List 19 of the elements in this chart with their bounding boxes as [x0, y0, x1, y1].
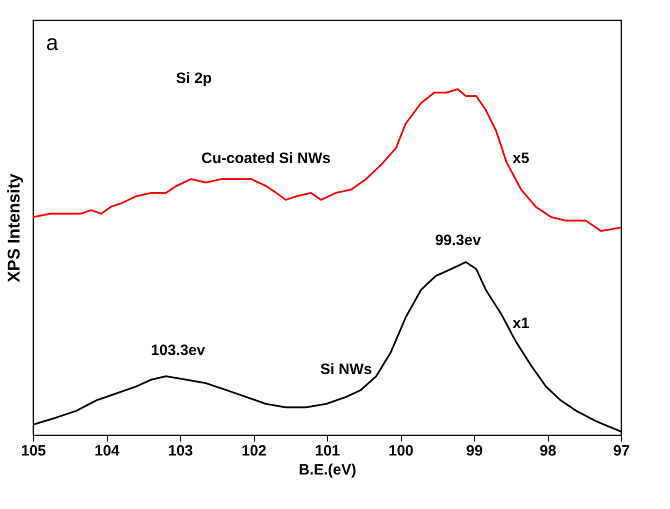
annotation: x5 — [512, 150, 530, 167]
x-tick-label: 104 — [94, 442, 120, 460]
annotation: x1 — [512, 315, 530, 332]
annotation: 99.3ev — [435, 232, 482, 249]
text: a — [46, 30, 59, 55]
x-tick-label: 97 — [613, 442, 630, 460]
x-tick-label: 102 — [241, 442, 267, 460]
annotation: 103.3ev — [150, 342, 206, 359]
x-tick-label: 103 — [168, 442, 194, 460]
x-tick-label: 98 — [540, 442, 556, 460]
x-tick-label: 101 — [314, 442, 340, 460]
x-tick-label: 100 — [388, 442, 414, 460]
text: Si 2p — [176, 70, 212, 87]
series-label: Cu-coated Si NWs — [201, 150, 331, 167]
x-tick-label: 99 — [466, 442, 483, 460]
x-tick-label: 105 — [20, 442, 46, 460]
x-axis-title: B.E.(eV) — [298, 462, 356, 478]
series-label: Si NWs — [320, 360, 372, 378]
y-axis-title: XPS Intensity — [4, 173, 24, 282]
